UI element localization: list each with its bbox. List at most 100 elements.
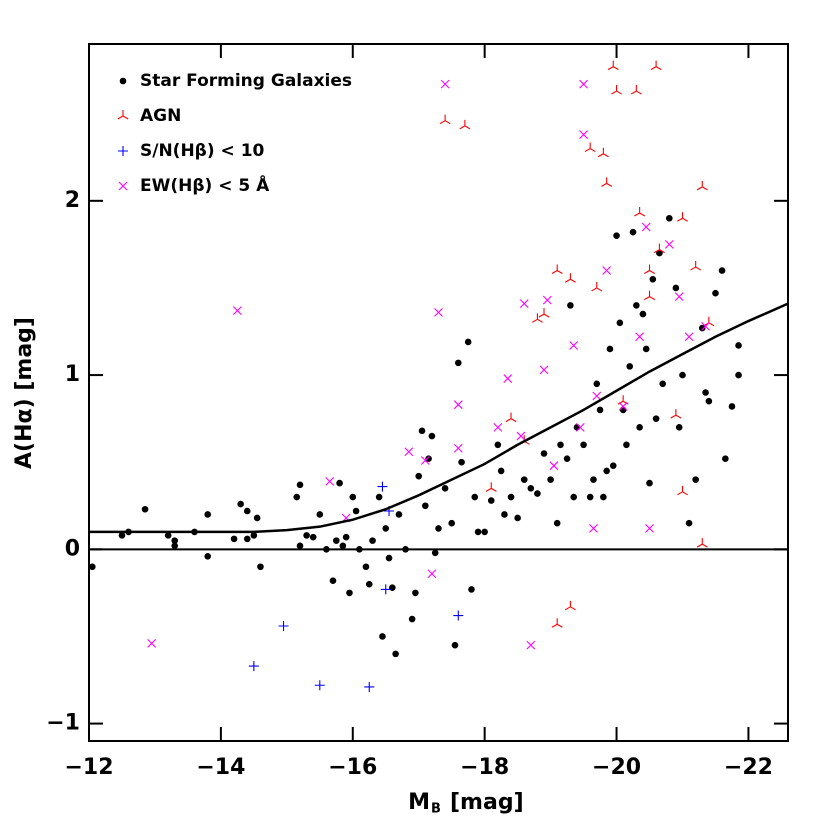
legend-marker xyxy=(119,77,127,85)
point xyxy=(586,493,594,501)
point xyxy=(428,432,436,440)
fit-curve xyxy=(89,302,789,534)
point xyxy=(440,79,450,89)
point xyxy=(171,542,179,550)
point xyxy=(623,441,630,449)
x-tick-label: −18 xyxy=(460,755,509,780)
point xyxy=(617,395,629,405)
x-tick-label: −12 xyxy=(64,755,113,780)
point xyxy=(613,232,620,239)
point xyxy=(349,493,357,501)
point xyxy=(468,586,475,593)
point xyxy=(507,493,515,501)
point xyxy=(646,479,653,487)
point xyxy=(564,600,576,611)
point xyxy=(377,481,388,492)
point xyxy=(590,476,597,483)
point xyxy=(674,292,684,302)
point xyxy=(670,409,682,419)
point xyxy=(602,266,612,275)
point xyxy=(293,493,301,501)
point xyxy=(692,476,699,483)
point xyxy=(677,485,688,496)
point xyxy=(171,537,179,544)
point xyxy=(584,142,596,153)
point xyxy=(553,519,561,527)
point xyxy=(309,533,317,541)
legend-marker xyxy=(117,110,129,120)
point xyxy=(593,380,601,388)
point xyxy=(551,264,563,275)
legend-marker xyxy=(118,146,128,156)
point xyxy=(325,476,335,486)
y-tick-label: −1 xyxy=(46,711,80,736)
point xyxy=(534,490,541,497)
point xyxy=(339,542,347,550)
point xyxy=(382,525,390,532)
point xyxy=(453,443,463,453)
point xyxy=(404,447,414,457)
point xyxy=(412,589,419,597)
point xyxy=(712,289,719,297)
point xyxy=(690,261,702,271)
point xyxy=(569,341,579,350)
point xyxy=(356,546,363,553)
point xyxy=(505,412,517,423)
point xyxy=(641,222,651,232)
point xyxy=(230,535,238,543)
point xyxy=(603,467,610,475)
point xyxy=(425,455,432,463)
point xyxy=(459,119,471,130)
point xyxy=(609,462,617,469)
point xyxy=(503,374,513,383)
point xyxy=(427,569,437,579)
point xyxy=(650,60,662,71)
point xyxy=(644,264,655,275)
point xyxy=(591,281,603,292)
point xyxy=(597,147,609,158)
point xyxy=(592,391,602,401)
point xyxy=(389,584,396,591)
point xyxy=(453,400,463,410)
point xyxy=(352,507,360,515)
point xyxy=(702,389,709,396)
point xyxy=(607,60,619,71)
point xyxy=(600,493,607,501)
point xyxy=(481,528,488,536)
point xyxy=(549,461,559,471)
x-tick-label: −14 xyxy=(196,755,245,780)
x-tick-label: −20 xyxy=(592,755,641,780)
point xyxy=(579,130,588,139)
point xyxy=(365,580,373,588)
point xyxy=(362,563,370,571)
point xyxy=(589,524,598,533)
point xyxy=(696,180,708,191)
y-tick-label: 2 xyxy=(65,188,80,213)
point xyxy=(485,482,497,492)
point xyxy=(701,321,710,331)
point xyxy=(596,406,604,414)
point xyxy=(635,332,645,342)
point xyxy=(493,422,503,432)
point xyxy=(636,424,643,431)
point xyxy=(579,79,588,89)
point xyxy=(471,493,479,501)
point xyxy=(204,552,211,560)
point xyxy=(570,493,577,501)
point xyxy=(408,615,416,623)
x-tick-label: −22 xyxy=(724,755,773,780)
point xyxy=(626,363,634,370)
point xyxy=(435,525,442,532)
point xyxy=(666,214,673,222)
point xyxy=(278,620,289,631)
point xyxy=(531,313,543,323)
point xyxy=(656,249,663,257)
y-tick-label: 1 xyxy=(65,362,80,387)
plot-frame xyxy=(88,43,789,742)
point xyxy=(629,228,637,236)
point xyxy=(147,639,157,648)
point xyxy=(501,511,508,518)
point xyxy=(422,502,429,510)
point xyxy=(303,532,310,539)
point xyxy=(118,532,126,539)
